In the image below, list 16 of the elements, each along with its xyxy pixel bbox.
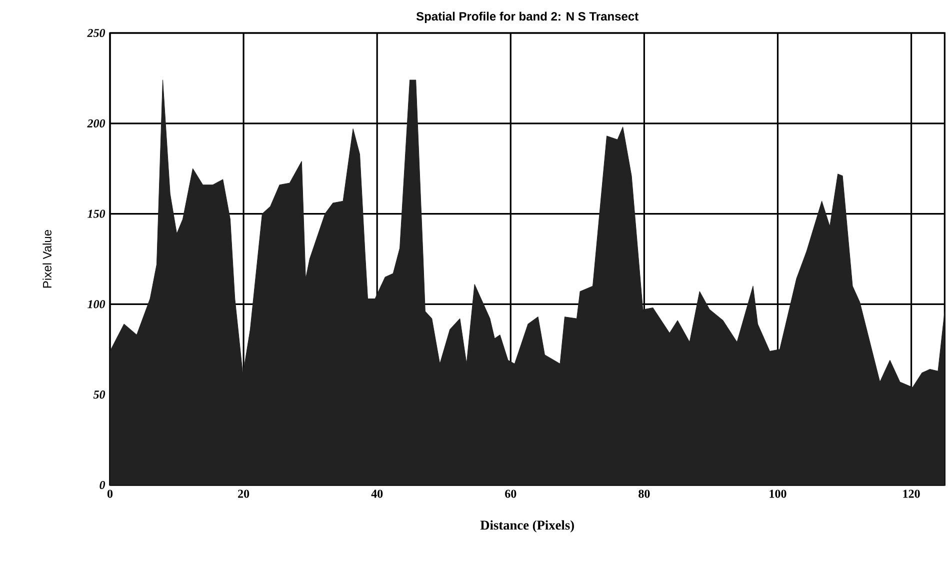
y-axis-title: Pixel Value bbox=[42, 230, 52, 288]
x-tick-label: 40 bbox=[371, 490, 383, 498]
y-tick-label: 150 bbox=[88, 210, 106, 218]
x-tick-label: 0 bbox=[107, 490, 113, 498]
chart-title: Spatial Profile for band 2: N S Transect bbox=[416, 12, 638, 23]
y-tick-label: 0 bbox=[100, 480, 106, 490]
x-tick-label: 60 bbox=[505, 490, 516, 498]
x-tick-label: 100 bbox=[770, 490, 786, 498]
x-tick-label: 120 bbox=[903, 490, 920, 498]
x-axis-title: Distance (Pixels) bbox=[480, 520, 574, 532]
x-tick-label: 80 bbox=[638, 490, 650, 498]
y-tick-label: 50 bbox=[93, 390, 106, 399]
y-tick-label: 100 bbox=[88, 300, 106, 308]
y-tick-label: 200 bbox=[87, 119, 106, 128]
x-tick-label: 20 bbox=[238, 490, 250, 498]
y-tick-label: 250 bbox=[87, 28, 106, 38]
